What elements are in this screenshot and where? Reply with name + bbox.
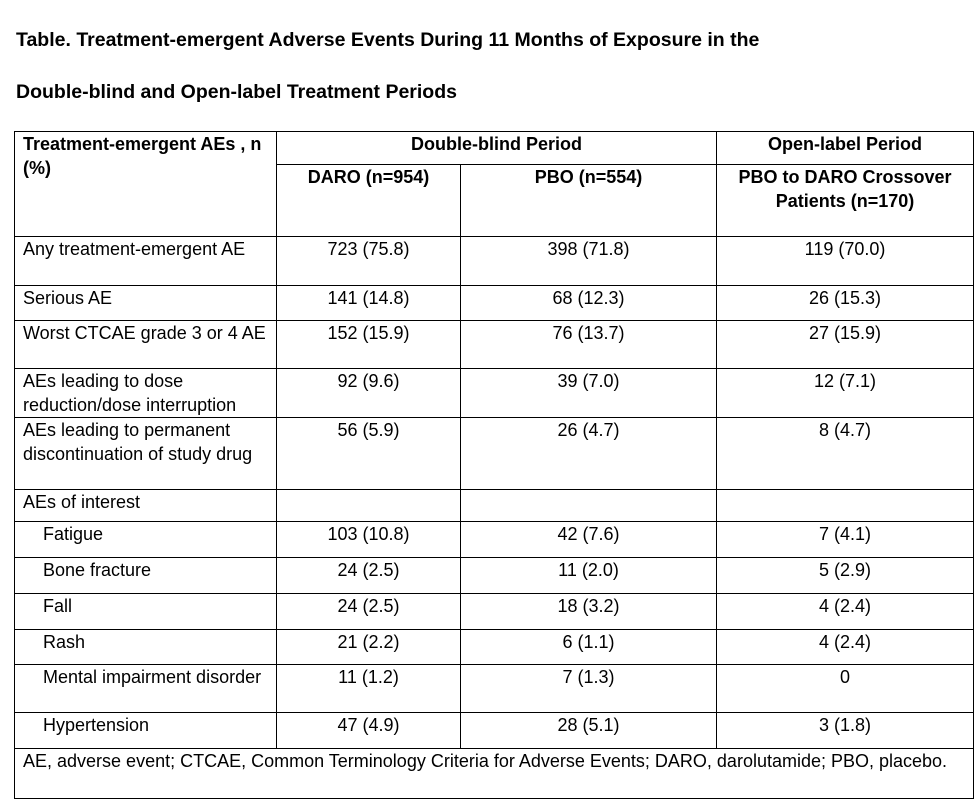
- pbo-cell: 26 (4.7): [461, 418, 717, 490]
- daro-cell: 56 (5.9): [277, 418, 461, 490]
- row-label: AEs of interest: [15, 490, 277, 522]
- daro-cell: [277, 490, 461, 522]
- pbo-column-header: PBO (n=554): [461, 165, 717, 237]
- row-label: Mental impairment disorder: [15, 665, 277, 713]
- pbo-cell: 39 (7.0): [461, 369, 717, 418]
- table-row: Any treatment-emergent AE 723 (75.8) 398…: [15, 237, 974, 286]
- pbo-cell: 42 (7.6): [461, 522, 717, 558]
- daro-cell: 47 (4.9): [277, 713, 461, 749]
- pbo-cell: [461, 490, 717, 522]
- crossover-cell: 4 (2.4): [717, 630, 974, 665]
- table-row: Fatigue 103 (10.8) 42 (7.6) 7 (4.1): [15, 522, 974, 558]
- row-label: AEs leading to permanent discontinuation…: [15, 418, 277, 490]
- pbo-cell: 7 (1.3): [461, 665, 717, 713]
- daro-cell: 92 (9.6): [277, 369, 461, 418]
- pbo-cell: 68 (12.3): [461, 286, 717, 321]
- row-label: Rash: [15, 630, 277, 665]
- daro-cell: 24 (2.5): [277, 594, 461, 630]
- daro-column-header: DARO (n=954): [277, 165, 461, 237]
- daro-cell: 21 (2.2): [277, 630, 461, 665]
- crossover-cell: 8 (4.7): [717, 418, 974, 490]
- pbo-cell: 398 (71.8): [461, 237, 717, 286]
- row-label: Worst CTCAE grade 3 or 4 AE: [15, 321, 277, 369]
- pbo-cell: 11 (2.0): [461, 558, 717, 594]
- row-label: Bone fracture: [15, 558, 277, 594]
- table-row: AEs of interest: [15, 490, 974, 522]
- crossover-cell: 5 (2.9): [717, 558, 974, 594]
- daro-cell: 103 (10.8): [277, 522, 461, 558]
- double-blind-period-header: Double-blind Period: [277, 132, 717, 165]
- table-row: Fall 24 (2.5) 18 (3.2) 4 (2.4): [15, 594, 974, 630]
- table-row: Mental impairment disorder 11 (1.2) 7 (1…: [15, 665, 974, 713]
- row-label: Any treatment-emergent AE: [15, 237, 277, 286]
- row-label: Serious AE: [15, 286, 277, 321]
- daro-cell: 141 (14.8): [277, 286, 461, 321]
- row-label: Hypertension: [15, 713, 277, 749]
- table-title-line-2: Double-blind and Open-label Treatment Pe…: [16, 80, 457, 104]
- crossover-column-header: PBO to DARO Crossover Patients (n=170): [717, 165, 974, 237]
- row-label: AEs leading to dose reduction/dose inter…: [15, 369, 277, 418]
- table-row: AEs leading to permanent discontinuation…: [15, 418, 974, 490]
- pbo-cell: 76 (13.7): [461, 321, 717, 369]
- crossover-cell: 12 (7.1): [717, 369, 974, 418]
- table-row: Bone fracture 24 (2.5) 11 (2.0) 5 (2.9): [15, 558, 974, 594]
- crossover-cell: 4 (2.4): [717, 594, 974, 630]
- table-row: Worst CTCAE grade 3 or 4 AE 152 (15.9) 7…: [15, 321, 974, 369]
- table-row: Serious AE 141 (14.8) 68 (12.3) 26 (15.3…: [15, 286, 974, 321]
- table-title-line-1: Table. Treatment-emergent Adverse Events…: [16, 28, 759, 52]
- crossover-cell: 0: [717, 665, 974, 713]
- row-label: Fatigue: [15, 522, 277, 558]
- adverse-events-table: Treatment-emergent AEs , n (%) Double-bl…: [14, 131, 974, 799]
- pbo-cell: 28 (5.1): [461, 713, 717, 749]
- crossover-cell: 7 (4.1): [717, 522, 974, 558]
- daro-cell: 24 (2.5): [277, 558, 461, 594]
- crossover-cell: 26 (15.3): [717, 286, 974, 321]
- crossover-cell: 119 (70.0): [717, 237, 974, 286]
- daro-cell: 11 (1.2): [277, 665, 461, 713]
- pbo-cell: 6 (1.1): [461, 630, 717, 665]
- crossover-cell: 3 (1.8): [717, 713, 974, 749]
- crossover-cell: [717, 490, 974, 522]
- table-row: Rash 21 (2.2) 6 (1.1) 4 (2.4): [15, 630, 974, 665]
- daro-cell: 152 (15.9): [277, 321, 461, 369]
- row-label: Fall: [15, 594, 277, 630]
- daro-cell: 723 (75.8): [277, 237, 461, 286]
- table-row: AEs leading to dose reduction/dose inter…: [15, 369, 974, 418]
- pbo-cell: 18 (3.2): [461, 594, 717, 630]
- table-footnote: AE, adverse event; CTCAE, Common Termino…: [15, 749, 974, 799]
- table-row: Hypertension 47 (4.9) 28 (5.1) 3 (1.8): [15, 713, 974, 749]
- footnote-row: AE, adverse event; CTCAE, Common Termino…: [15, 749, 974, 799]
- open-label-period-header: Open-label Period: [717, 132, 974, 165]
- row-label-header: Treatment-emergent AEs , n (%): [15, 132, 277, 237]
- crossover-cell: 27 (15.9): [717, 321, 974, 369]
